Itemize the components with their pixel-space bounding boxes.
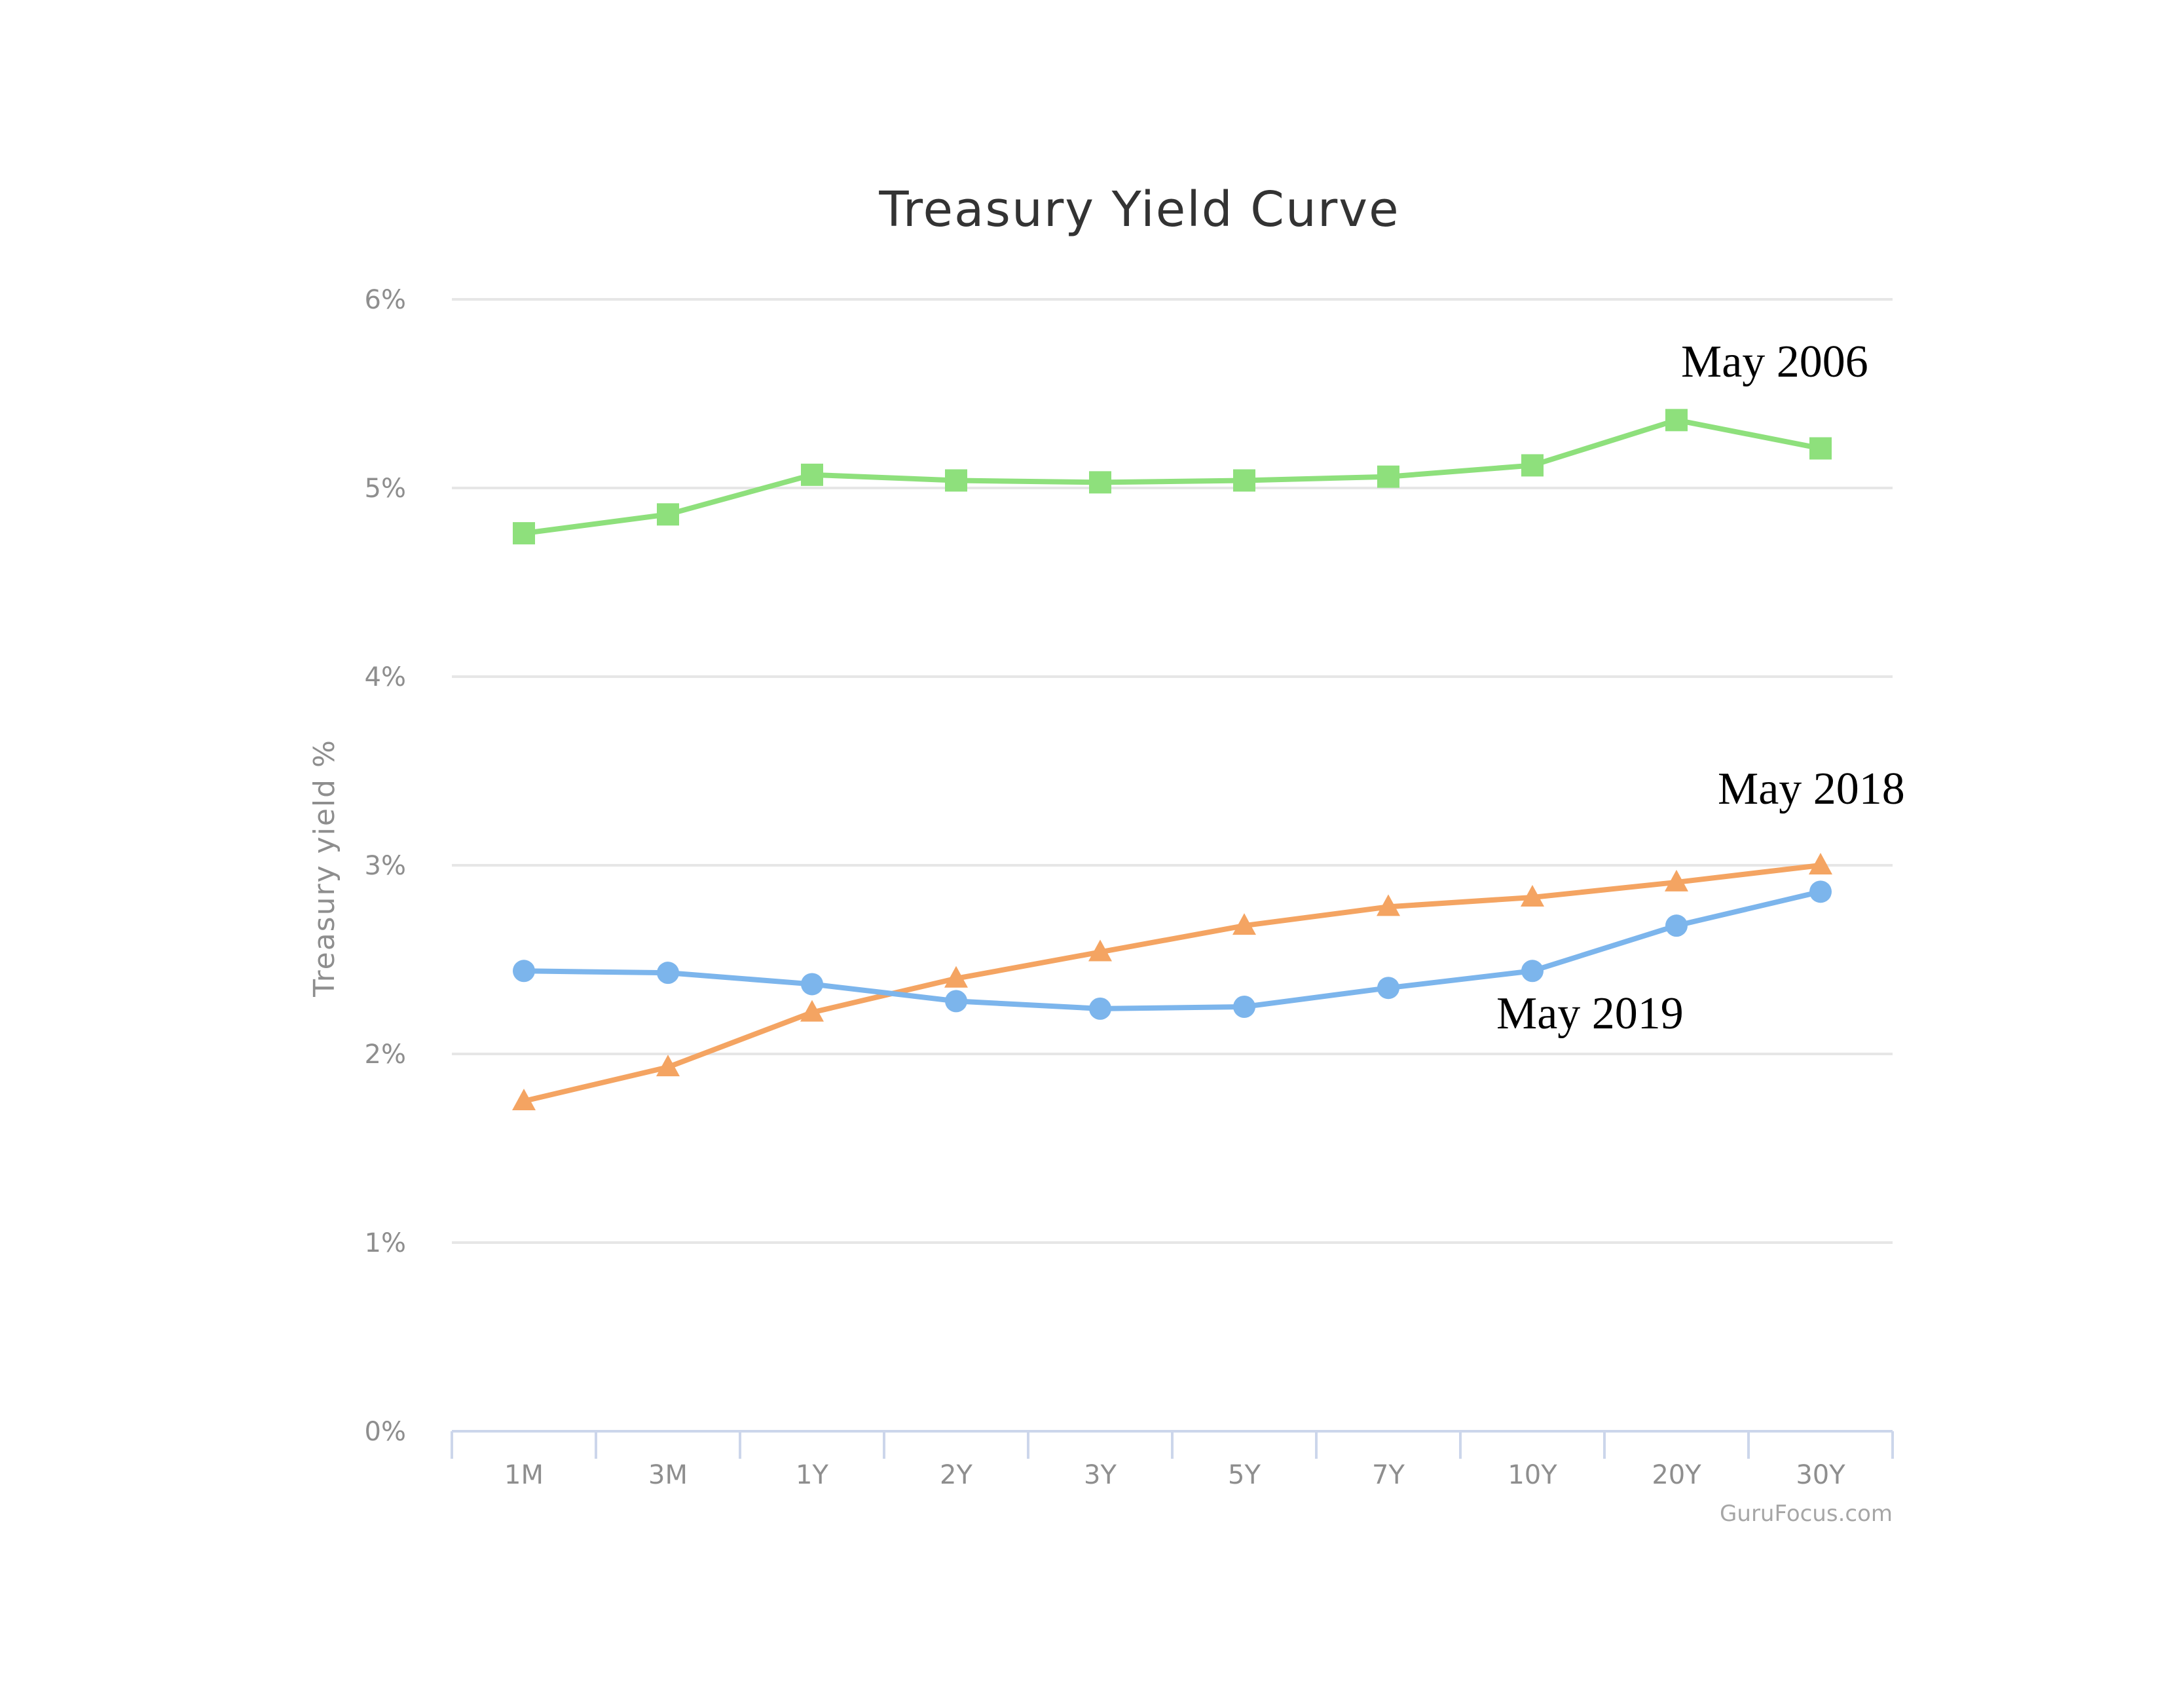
x-tick-label: 5Y [1228, 1460, 1261, 1490]
data-point-may-2018[interactable] [1232, 913, 1256, 935]
data-point-may-2019[interactable] [1089, 997, 1111, 1020]
data-point-may-2006[interactable] [1377, 465, 1399, 488]
x-tick-label: 3M [648, 1460, 688, 1490]
x-tick-label: 30Y [1796, 1460, 1845, 1490]
data-point-may-2019[interactable] [1233, 996, 1255, 1018]
data-point-may-2019[interactable] [513, 960, 535, 983]
y-axis-label: Treasury yield % [308, 739, 341, 998]
data-point-may-2018[interactable] [512, 1089, 536, 1110]
x-tick-label: 7Y [1372, 1460, 1405, 1490]
y-tick-label: 4% [365, 662, 406, 692]
y-tick-label: 3% [365, 851, 406, 881]
series-label-may-2018: May 2018 [1718, 764, 1905, 814]
data-point-may-2019[interactable] [1521, 960, 1544, 983]
data-point-may-2006[interactable] [657, 503, 679, 526]
data-point-may-2019[interactable] [1809, 880, 1832, 903]
data-point-may-2018[interactable] [1088, 939, 1112, 962]
data-point-may-2019[interactable] [1377, 977, 1399, 1000]
data-point-may-2018[interactable] [800, 1000, 824, 1022]
data-point-may-2006[interactable] [513, 522, 535, 545]
x-axis: 1M 3M 1Y 2Y 3Y 5Y 7Y 10Y 20Y 30Y [451, 1430, 1894, 1490]
series-may-2019 [513, 880, 1832, 1020]
data-point-may-2019[interactable] [657, 962, 679, 985]
x-tick-label: 1Y [796, 1460, 828, 1490]
data-point-may-2006[interactable] [1521, 454, 1544, 477]
data-point-may-2018[interactable] [656, 1055, 680, 1077]
series-line-may-2019 [521, 889, 1823, 1011]
data-point-may-2006[interactable] [1665, 409, 1688, 432]
x-tick-label: 1M [504, 1460, 544, 1490]
series-may-2006 [513, 409, 1832, 545]
y-tick-label: 5% [365, 474, 406, 504]
data-point-may-2018[interactable] [1377, 894, 1400, 916]
series-layer [512, 409, 1832, 1110]
y-tick-label: 1% [365, 1228, 406, 1258]
data-point-may-2018[interactable] [1809, 853, 1832, 874]
series-line-may-2006 [521, 417, 1823, 536]
data-point-may-2006[interactable] [801, 463, 823, 486]
y-tick-label: 6% [365, 285, 406, 315]
chart-title: Treasury Yield Curve [878, 181, 1399, 238]
grid-layer: 0% 1% 2% 3% 4% 5% 6% [365, 285, 1893, 1447]
data-point-may-2019[interactable] [801, 973, 823, 996]
data-point-may-2006[interactable] [1089, 471, 1111, 494]
x-tick-label: 3Y [1084, 1460, 1117, 1490]
y-tick-label: 0% [365, 1417, 406, 1447]
x-tick-label: 10Y [1508, 1460, 1557, 1490]
data-point-may-2018[interactable] [944, 966, 968, 988]
data-point-may-2006[interactable] [1809, 437, 1832, 460]
x-tick-label: 2Y [940, 1460, 972, 1490]
data-point-may-2018[interactable] [1521, 884, 1544, 907]
series-line-may-2018 [521, 863, 1823, 1104]
series-label-may-2006: May 2006 [1681, 337, 1868, 387]
credit-label: GuruFocus.com [1720, 1501, 1893, 1527]
data-point-may-2019[interactable] [945, 990, 967, 1013]
data-point-may-2006[interactable] [1233, 469, 1255, 492]
x-tick-label: 20Y [1652, 1460, 1701, 1490]
series-label-may-2019: May 2019 [1496, 988, 1684, 1039]
y-tick-label: 2% [365, 1040, 406, 1070]
data-point-may-2018[interactable] [1665, 869, 1688, 891]
data-point-may-2006[interactable] [945, 469, 967, 492]
data-point-may-2019[interactable] [1665, 914, 1688, 937]
series-may-2018 [512, 853, 1832, 1110]
